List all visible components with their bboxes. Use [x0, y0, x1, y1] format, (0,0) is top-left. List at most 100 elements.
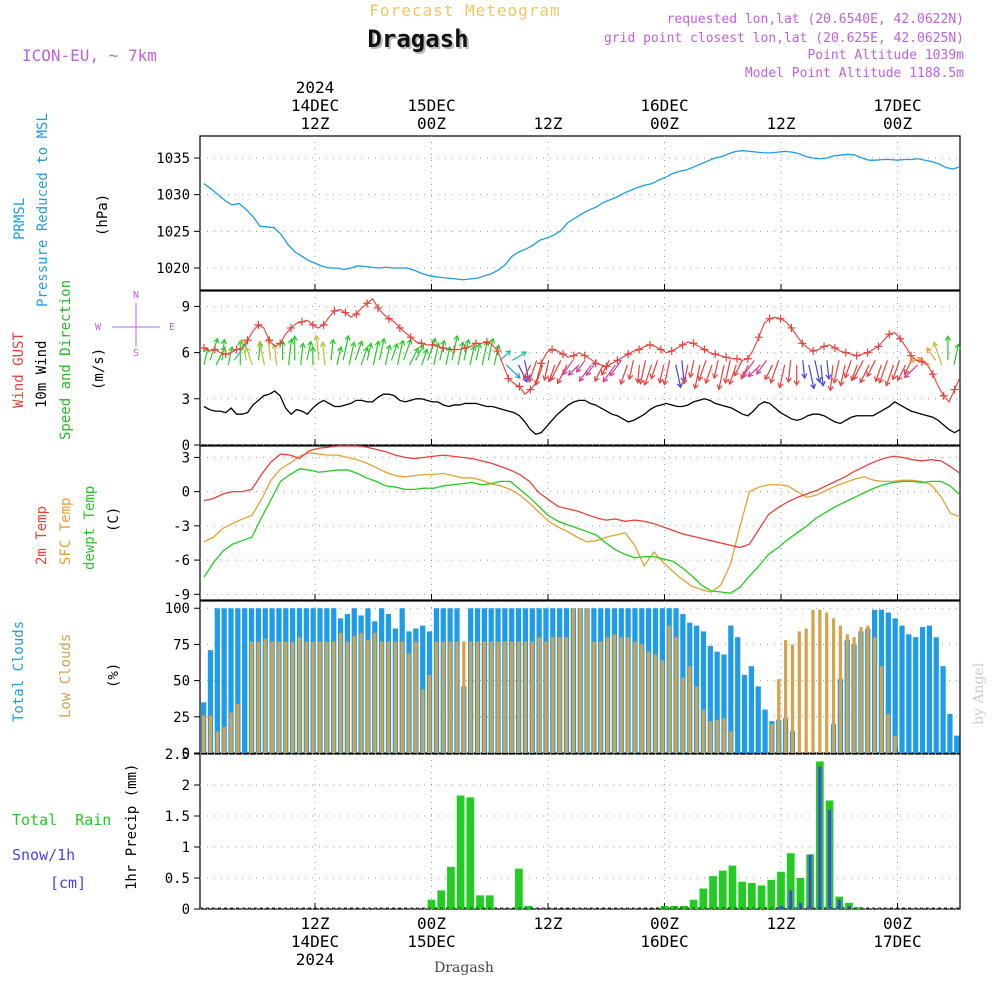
wind-arrow-shaft [245, 347, 253, 366]
rain-bar [476, 895, 484, 909]
station-title: Dragash [367, 25, 468, 53]
top-time-label: 15DEC [407, 96, 455, 115]
wind-arrow-shaft [820, 364, 824, 386]
low-cloud-bar [263, 638, 267, 753]
wind-arrow-shaft [764, 364, 774, 380]
wind-arrow [808, 364, 817, 390]
low-cloud-bar [667, 625, 671, 753]
low-cloud-bar [708, 721, 712, 753]
wind-arrow-head [692, 383, 699, 390]
wind-arrow-shaft [683, 364, 689, 384]
top-time-label: 12Z [534, 114, 563, 133]
wind-arrow-head [815, 376, 822, 384]
wind-arrow [878, 360, 888, 384]
low-cloud-bar [660, 660, 664, 753]
wind-arrow-shaft [543, 360, 550, 381]
total-cloud-bar [919, 627, 926, 753]
low-cloud-bar [325, 641, 329, 753]
low-cloud-bar [866, 625, 870, 753]
snow-bar [789, 890, 793, 909]
low-cloud-bar [249, 641, 254, 753]
wind-arrow-head [594, 375, 600, 383]
wind-arrow-head [567, 369, 574, 376]
low-cloud-bar [311, 641, 315, 753]
compass-s: S [133, 348, 139, 359]
gust-marker [776, 314, 785, 323]
low-cloud-bar [393, 641, 397, 753]
wind-arrow-shaft [354, 341, 363, 361]
wind-arrow-shaft [576, 359, 586, 373]
gust-marker [471, 339, 480, 348]
bottom-time-label: 17DEC [873, 932, 921, 951]
wind10m-line [203, 390, 961, 435]
pressure-ytick-label: 1030 [156, 188, 190, 204]
temp-ytick-label: 3 [182, 450, 190, 466]
wind-arrow [421, 348, 429, 366]
low-clouds-label: Low Clouds [58, 634, 74, 718]
wind-arrow [527, 360, 538, 384]
wind-arrow [756, 359, 767, 375]
wind-arrow [562, 359, 574, 376]
wind-arrow-head [819, 380, 826, 387]
precip-ytick-label: 2.5 [165, 747, 190, 763]
low-cloud-bar [688, 666, 692, 753]
low-cloud-bar [208, 715, 213, 753]
wind-arrow-shaft [853, 360, 864, 380]
rain-bar [456, 795, 465, 909]
gust-marker [493, 347, 502, 356]
wind-arrow-shaft [826, 360, 830, 380]
wind-arrow-head [903, 369, 910, 376]
gust-marker [580, 351, 589, 360]
low-cloud-bar [537, 637, 541, 753]
total-cloud-bar [906, 634, 912, 753]
wind-arrow-head [505, 349, 512, 356]
total-cloud-bar [235, 608, 241, 753]
precip-ytick-label: 0 [182, 902, 190, 918]
wind-arrow-head [884, 380, 891, 387]
wind-arrow-head [777, 382, 784, 389]
low-cloud-bar [352, 635, 356, 753]
gust-marker [830, 343, 839, 352]
low-cloud-bar [277, 641, 281, 753]
low-cloud-bar [674, 637, 678, 753]
wind-arrow-shaft [415, 344, 424, 361]
gust-marker [287, 323, 296, 332]
gust-marker [515, 382, 524, 391]
low-cloud-bar [441, 641, 445, 753]
wind-arrow [594, 364, 604, 383]
wind-arrow [319, 341, 327, 365]
precip-ytick-label: 0.5 [165, 871, 190, 887]
wind-arrow-shaft [273, 344, 278, 365]
dewpt-temp-line [203, 468, 961, 594]
wind-arrow-shaft [694, 364, 701, 389]
wind-arrow-head [697, 375, 704, 382]
wind-arrow [675, 364, 683, 389]
wind-arrow-shaft [562, 359, 574, 375]
wind-arrow-head [954, 343, 961, 350]
wind-arrow [271, 343, 278, 365]
wind-arrow [932, 341, 943, 366]
wind-arrow-head [291, 335, 298, 341]
wind-arrow-head [764, 374, 770, 381]
low-cloud-bar [886, 713, 890, 753]
wind-arrow-shaft [675, 364, 682, 388]
wind-arrow-head [908, 357, 915, 364]
rain-bar [709, 876, 717, 909]
gust-marker [210, 345, 219, 354]
wind-arrow [451, 334, 460, 361]
wind-arrow-shaft [315, 335, 320, 361]
clouds-ytick-label: 25 [173, 710, 190, 726]
rain-bar [447, 866, 455, 909]
wind-arrow [843, 360, 852, 379]
wind-arrow [814, 360, 822, 384]
gust-marker [363, 299, 372, 308]
wind-arrow [409, 347, 420, 366]
wind-labels: Wind GUST 10m Wind Speed and Direction (… [11, 280, 175, 440]
gust-marker [450, 345, 459, 354]
wind-arrow [354, 340, 364, 361]
low-cloud-bar [434, 641, 439, 753]
wind-arrow [348, 341, 357, 366]
wind-arrow-head [712, 373, 719, 380]
gust-marker [221, 350, 230, 359]
